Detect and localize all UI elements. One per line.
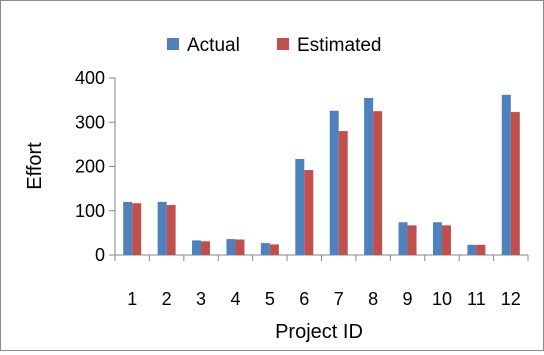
bar-actual-2: [157, 201, 167, 255]
x-axis-label: Project ID: [275, 321, 363, 343]
bars: [123, 94, 520, 256]
bar-actual-7: [329, 110, 339, 256]
x-tick-label: 6: [299, 289, 309, 309]
bar-actual-8: [364, 97, 374, 255]
x-tick-label: 10: [432, 289, 452, 309]
y-tick-label: 300: [75, 112, 105, 132]
bar-actual-1: [123, 201, 133, 255]
y-axis: 0 100 200 300 400: [75, 68, 116, 265]
bar-estimated-3: [201, 241, 211, 255]
bar-actual-12: [501, 94, 511, 255]
y-tick-label: 400: [75, 68, 105, 88]
bar-actual-11: [467, 244, 477, 255]
bar-actual-5: [260, 243, 270, 255]
bar-estimated-1: [132, 203, 142, 255]
y-tick-label: 100: [75, 201, 105, 221]
bar-estimated-6: [304, 170, 314, 255]
bar-estimated-7: [338, 131, 348, 255]
x-tick-label: 2: [162, 289, 172, 309]
bar-estimated-12: [510, 112, 520, 255]
x-tick-label: 1: [127, 289, 137, 309]
x-tick-label: 5: [265, 289, 275, 309]
bar-actual-6: [295, 158, 305, 255]
bar-estimated-8: [373, 111, 383, 255]
legend-label-estimated: Estimated: [297, 35, 381, 56]
x-tick-label: 4: [230, 289, 240, 309]
x-tick-label: 7: [334, 289, 344, 309]
bar-estimated-4: [235, 239, 245, 255]
y-axis-label: Effort: [24, 142, 46, 190]
bar-estimated-11: [476, 244, 486, 255]
x-axis: 1 2 3 4 5 6 7 8 9 10 11 12: [114, 254, 529, 309]
bar-estimated-2: [166, 204, 176, 255]
x-tick-label: 9: [403, 289, 413, 309]
bar-estimated-9: [407, 225, 417, 255]
bar-actual-4: [226, 239, 236, 255]
y-tick-label: 0: [95, 245, 105, 265]
legend-swatch-estimated: [277, 38, 289, 50]
x-tick-label: 12: [501, 289, 521, 309]
bar-estimated-5: [269, 244, 279, 255]
y-tick-label: 200: [75, 157, 105, 177]
x-tick-label: 8: [368, 289, 378, 309]
x-tick-label: 3: [196, 289, 206, 309]
x-tick-label: 11: [467, 289, 486, 309]
legend: Actual Estimated: [167, 35, 381, 56]
legend-label-actual: Actual: [187, 35, 240, 56]
bar-actual-10: [432, 222, 442, 255]
bar-actual-9: [398, 222, 408, 255]
legend-swatch-actual: [167, 38, 179, 50]
bar-actual-3: [192, 240, 202, 255]
bar-estimated-10: [441, 225, 451, 255]
